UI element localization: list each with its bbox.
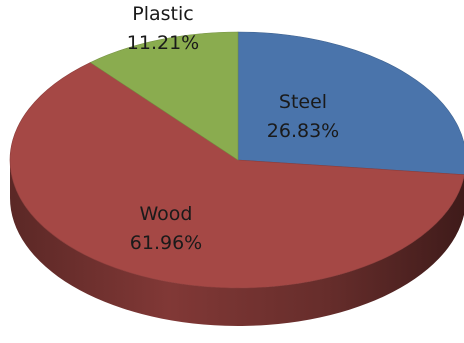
- slice-label-plastic-name: Plastic: [132, 3, 193, 25]
- pie-top-group: [9, 31, 464, 289]
- slice-label-wood-name: Wood: [140, 203, 193, 225]
- slice-wood: [9, 62, 464, 289]
- pie-side-group: [10, 160, 464, 326]
- slice-label-wood-value: 61.96%: [130, 232, 202, 254]
- slice-label-plastic-value: 11.21%: [127, 32, 199, 54]
- slice-side-wood: [10, 160, 464, 326]
- slice-label-steel-value: 26.83%: [267, 120, 339, 142]
- slice-steel: [237, 31, 464, 175]
- slice-labels-group: Steel 26.83% Wood 61.96% Plastic 11.21%: [127, 3, 339, 254]
- slice-label-steel-name: Steel: [279, 91, 327, 113]
- slice-plastic: [89, 31, 239, 161]
